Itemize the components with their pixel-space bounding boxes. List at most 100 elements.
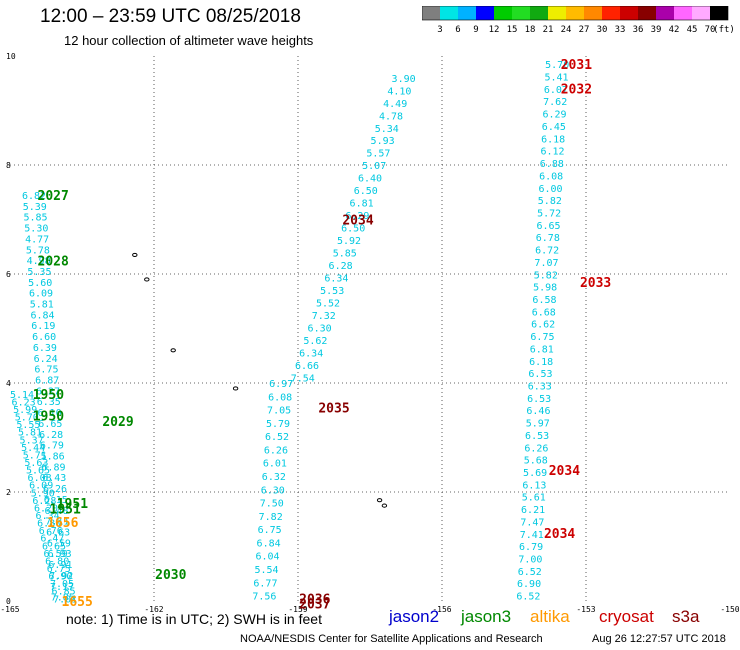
swh-value: 6.81: [350, 199, 374, 210]
swh-value: 6.40: [358, 174, 382, 185]
swh-value: 6.46: [526, 406, 550, 417]
swh-value: 6.09: [29, 289, 53, 300]
colorbar-swatch: [458, 6, 476, 20]
pass-time-label: 2028: [38, 254, 69, 269]
swh-value: 6.97: [269, 379, 293, 390]
swh-value: 5.78: [26, 245, 50, 256]
swh-value: 6.08: [268, 392, 292, 403]
colorbar-swatch: [620, 6, 638, 20]
island-outline: [232, 386, 239, 391]
swh-value: 6.28: [32, 496, 56, 507]
swh-value: 6.43: [42, 473, 66, 484]
swh-value: 6.34: [36, 511, 60, 522]
colorbar-swatch: [512, 6, 530, 20]
swh-value: 6.79: [519, 542, 543, 553]
swh-value: 6.59: [47, 538, 71, 549]
swh-value: 6.52: [265, 432, 289, 443]
swh-value: 6.53: [527, 394, 551, 405]
pass-time-label: 2034: [549, 464, 580, 479]
x-tick-label: -156: [432, 605, 451, 614]
swh-value: 5.93: [371, 136, 395, 147]
legend-jason3: jason3: [461, 607, 512, 626]
swh-value: 6.50: [354, 186, 378, 197]
swh-value: 7.07: [534, 258, 558, 269]
colorbar-swatch: [638, 6, 656, 20]
swh-value: 6.45: [542, 122, 566, 133]
swh-value: 5.82: [534, 270, 558, 281]
swh-value: 4.78: [379, 111, 403, 122]
x-tick-label: -165: [0, 605, 19, 614]
map-subtitle: 12 hour collection of altimeter wave hei…: [64, 33, 314, 48]
swh-value: 3.90: [392, 74, 416, 85]
swh-value: 5.71: [23, 450, 47, 461]
swh-value: 6.18: [529, 357, 553, 368]
colorbar-swatch: [692, 6, 710, 20]
swh-value: 5.98: [533, 283, 557, 294]
swh-value: 6.26: [43, 484, 67, 495]
swh-value: 5.55: [16, 420, 40, 431]
colorbar-swatch: [422, 6, 440, 20]
y-tick-label: 2: [6, 488, 11, 497]
swh-value: 5.44: [21, 443, 45, 454]
swh-value: 6.30: [308, 324, 332, 335]
swh-value: 5.30: [24, 224, 48, 235]
swh-value: 6.75: [34, 365, 58, 376]
swh-value: 5.70: [545, 60, 569, 71]
swh-value: 4.77: [25, 234, 49, 245]
swh-value: 6.59: [44, 549, 68, 560]
swh-value: 4.49: [383, 99, 407, 110]
swh-value: 5.41: [544, 73, 568, 84]
swh-value: 5.70: [15, 413, 39, 424]
swh-value: 7.05: [50, 579, 74, 590]
swh-value: 7.92: [49, 571, 73, 582]
swh-value: 6.75: [530, 332, 554, 343]
pass-time-label: 1656: [47, 516, 78, 531]
swh-value: 6.48: [45, 506, 69, 517]
colorbar-label: 42: [669, 25, 680, 35]
swh-value: 6.68: [532, 307, 556, 318]
colorbar-label: 9: [473, 25, 478, 35]
colorbar-swatch: [494, 6, 512, 20]
island-outline: [381, 503, 388, 508]
swh-value: 5.07: [362, 161, 386, 172]
swh-value: 6.81: [530, 344, 554, 355]
swh-value: 6.21: [521, 505, 545, 516]
swh-value: 6.65: [536, 221, 560, 232]
swh-value: 5.85: [24, 213, 48, 224]
colorbar-swatch: [530, 6, 548, 20]
swh-value: 5.35: [27, 267, 51, 278]
colorbar-label: 27: [579, 25, 590, 35]
pass-time-label: 2037: [299, 598, 330, 613]
wave-height-colorbar: 3 6 9 12 15 18 21 24 27 30 33 36 39 42 45 70(ft): [422, 6, 735, 35]
map-plot: -165 -162 -159 -156 -153 -15002468106.825.395…: [0, 52, 739, 614]
swh-value: 6.78: [536, 233, 560, 244]
colorbar-swatch: [710, 6, 728, 20]
swh-value: 6.20: [34, 503, 58, 514]
swh-value: 7.56: [252, 592, 276, 603]
colorbar-label: 36: [633, 25, 644, 35]
swh-value: 6.80: [37, 519, 61, 530]
swh-value: 5.14: [10, 390, 34, 401]
swh-value: 6.27: [36, 386, 60, 397]
swh-value: 6.80: [45, 556, 69, 567]
colorbar-swatch: [656, 6, 674, 20]
swh-value: 5.90: [31, 488, 55, 499]
pass-time-label: 2030: [155, 568, 186, 583]
swh-value: 6.72: [535, 246, 559, 257]
swh-value: 7.47: [520, 517, 544, 528]
swh-value: 6.28: [39, 430, 63, 441]
swh-value: 6.88: [540, 159, 564, 170]
pass-time-label: 2033: [580, 276, 611, 291]
swh-value: 6.89: [41, 462, 65, 473]
swh-value: 6.19: [31, 321, 55, 332]
swh-value: 7.50: [260, 499, 284, 510]
swh-value: 6.10: [38, 408, 62, 419]
swh-value: 6.39: [33, 343, 57, 354]
swh-value: 5.72: [537, 208, 561, 219]
swh-value: 5.53: [320, 286, 344, 297]
colorbar-label: 70: [705, 25, 716, 35]
colorbar-label: 6: [455, 25, 460, 35]
island-outline: [376, 498, 383, 503]
swh-value: 6.28: [329, 261, 353, 272]
colorbar-label: 45: [687, 25, 698, 35]
